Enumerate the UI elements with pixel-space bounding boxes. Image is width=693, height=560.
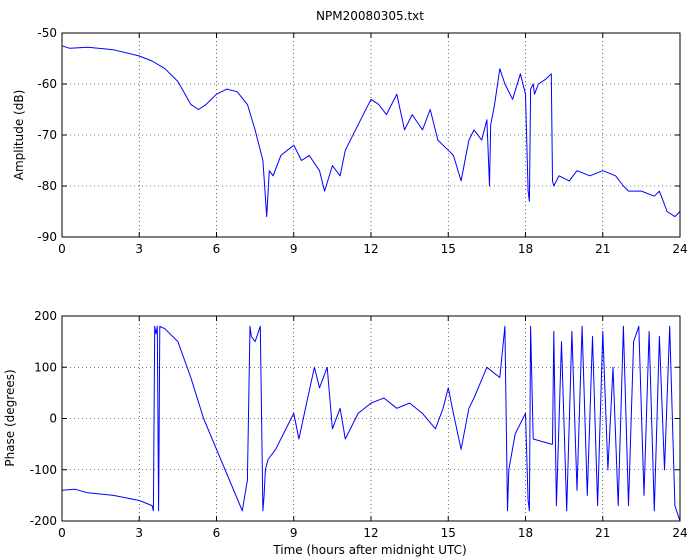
x-tick-label: 21 xyxy=(595,526,610,540)
x-tick-label: 3 xyxy=(135,242,143,256)
y-tick-label: -200 xyxy=(30,514,57,528)
x-tick-label: 18 xyxy=(518,526,533,540)
x-tick-label: 15 xyxy=(441,526,456,540)
y-tick-label: -70 xyxy=(37,128,57,142)
x-tick-label: 15 xyxy=(441,242,456,256)
x-tick-label: 9 xyxy=(290,526,298,540)
x-tick-label: 0 xyxy=(58,242,66,256)
y-tick-label: 0 xyxy=(49,412,57,426)
x-tick-label: 24 xyxy=(672,526,687,540)
series-line xyxy=(61,325,681,522)
phase-plot: 0 3 6 9 12 15 18 21 24 -200 -100 0 100 200 Phase (de… xyxy=(3,309,688,557)
y-tick-label: -60 xyxy=(37,77,57,91)
y-tick-label: 100 xyxy=(34,360,57,374)
phase-y-ticks: -200 -100 0 100 200 xyxy=(30,309,680,528)
phase-y-axis-label: Phase (degrees) xyxy=(3,369,17,466)
x-tick-label: 21 xyxy=(595,242,610,256)
y-tick-label: -90 xyxy=(37,230,57,244)
chart-title: NPM20080305.txt xyxy=(316,9,424,23)
phase-grid xyxy=(62,316,680,521)
y-tick-label: -100 xyxy=(30,463,57,477)
x-tick-label: 9 xyxy=(290,242,298,256)
x-tick-label: 6 xyxy=(213,242,221,256)
amplitude-plot: NPM20080305.txt 0 3 6 9 12 15 18 21 24 -90 -80 -70… xyxy=(12,9,688,256)
x-tick-label: 12 xyxy=(363,526,378,540)
amplitude-x-ticks: 0 3 6 9 12 15 18 21 24 xyxy=(58,33,688,256)
x-tick-label: 6 xyxy=(213,526,221,540)
x-axis-label: Time (hours after midnight UTC) xyxy=(272,543,466,557)
phase-x-ticks: 0 3 6 9 12 15 18 21 24 xyxy=(58,316,688,540)
amplitude-y-axis-label: Amplitude (dB) xyxy=(12,90,26,181)
y-tick-label: -80 xyxy=(37,179,57,193)
x-tick-label: 18 xyxy=(518,242,533,256)
x-tick-label: 24 xyxy=(672,242,687,256)
y-tick-label: 200 xyxy=(34,309,57,323)
x-tick-label: 0 xyxy=(58,526,66,540)
y-tick-label: -50 xyxy=(37,26,57,40)
series-line xyxy=(61,45,681,218)
amplitude-series xyxy=(61,45,681,218)
amplitude-grid xyxy=(62,33,680,237)
x-tick-label: 12 xyxy=(363,242,378,256)
x-tick-label: 3 xyxy=(135,526,143,540)
phase-series xyxy=(61,325,681,522)
amplitude-y-ticks: -90 -80 -70 -60 -50 xyxy=(37,26,680,244)
